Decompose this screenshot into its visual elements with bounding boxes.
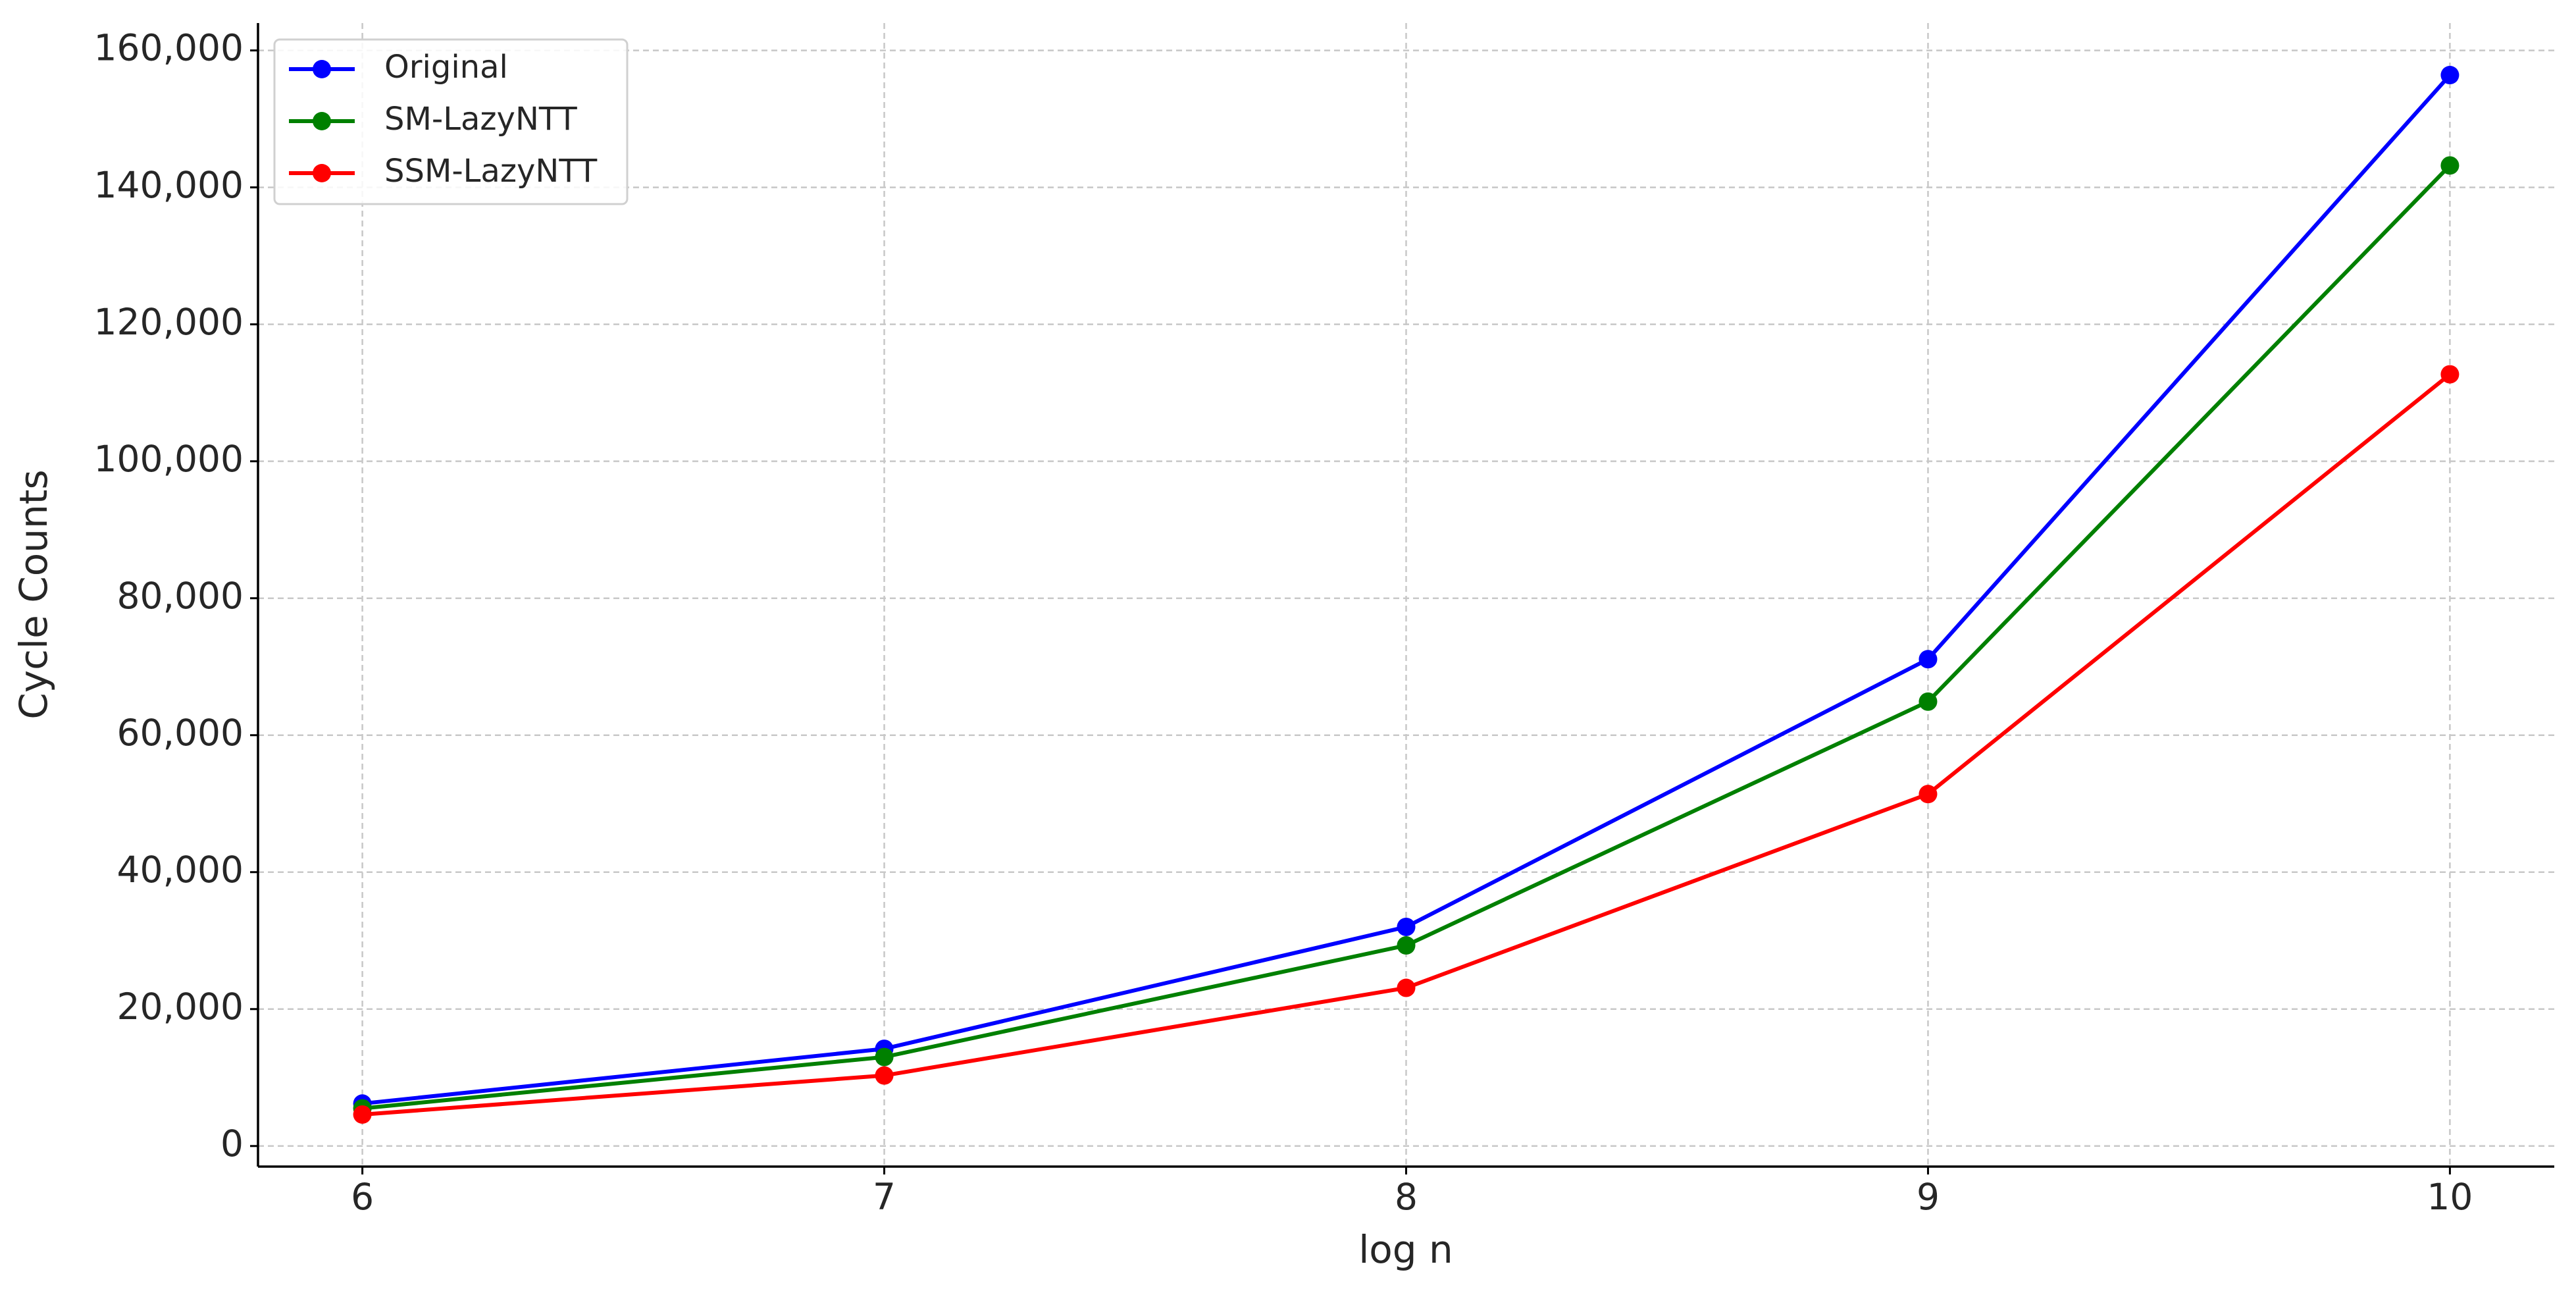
data-point [875,1066,894,1085]
y-tick-label: 80,000 [117,575,244,617]
data-point [1919,785,1938,804]
data-point [2440,365,2460,384]
data-point [2440,156,2460,175]
x-tick-label: 6 [351,1176,374,1218]
legend-label: Original [384,49,508,86]
legend-label: SM-LazyNTT [384,101,577,138]
data-point [1397,978,1416,997]
legend-marker [313,60,331,78]
y-tick-label: 0 [220,1122,244,1165]
data-point [2440,66,2460,85]
data-point [1919,650,1938,669]
y-tick-label: 160,000 [94,27,244,69]
data-point [1919,692,1938,711]
data-point [1397,917,1416,936]
x-tick-label: 10 [2427,1176,2473,1218]
y-tick-label: 40,000 [117,849,244,891]
y-tick-label: 120,000 [94,301,244,343]
y-axis-label: Cycle Counts [11,469,56,719]
data-point [353,1105,372,1124]
y-tick-label: 100,000 [94,438,244,480]
legend-box [273,38,629,205]
x-tick-label: 9 [1917,1176,1940,1218]
y-tick-label: 60,000 [117,712,244,754]
y-tick-label: 140,000 [94,164,244,206]
x-axis-label: log n [1358,1227,1453,1272]
data-point [875,1047,894,1067]
y-tick-label: 20,000 [117,986,244,1028]
x-tick-label: 8 [1395,1176,1418,1218]
x-tick-label: 7 [873,1176,896,1218]
legend-label: SSM-LazyNTT [384,153,598,190]
legend-marker [313,164,331,182]
legend-marker [313,112,331,130]
data-point [1397,936,1416,955]
